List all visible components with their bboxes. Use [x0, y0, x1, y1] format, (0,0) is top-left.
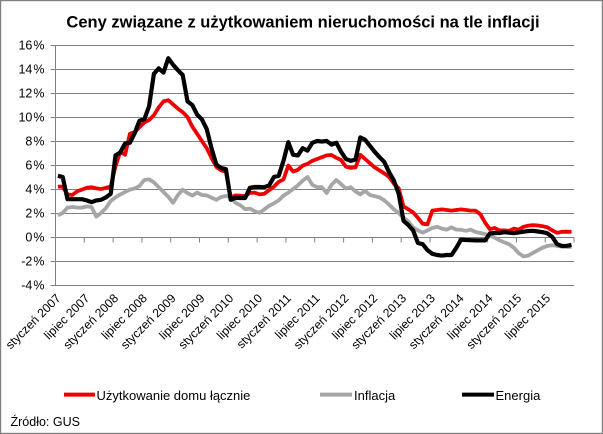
svg-text:Użytkowanie domu łącznie: Użytkowanie domu łącznie	[97, 388, 251, 403]
svg-text:-2 %: -2 %	[21, 255, 44, 269]
svg-text:10 %: 10 %	[18, 111, 44, 125]
svg-text:4 %: 4 %	[25, 183, 44, 197]
svg-text:Inflacja: Inflacja	[354, 388, 396, 403]
svg-text:14 %: 14 %	[18, 63, 44, 77]
svg-text:8 %: 8 %	[25, 135, 44, 149]
svg-text:Energia: Energia	[496, 388, 542, 403]
svg-text:0 %: 0 %	[25, 231, 44, 245]
svg-text:6 %: 6 %	[25, 159, 44, 173]
svg-text:16 %: 16 %	[18, 39, 44, 53]
svg-text:Ceny związane z użytkowaniem n: Ceny związane z użytkowaniem nieruchomoś…	[66, 14, 539, 32]
svg-text:12 %: 12 %	[18, 87, 44, 101]
svg-text:2 %: 2 %	[25, 207, 44, 221]
svg-text:Źródło: GUS: Źródło: GUS	[11, 414, 80, 429]
svg-text:-4 %: -4 %	[21, 279, 44, 293]
